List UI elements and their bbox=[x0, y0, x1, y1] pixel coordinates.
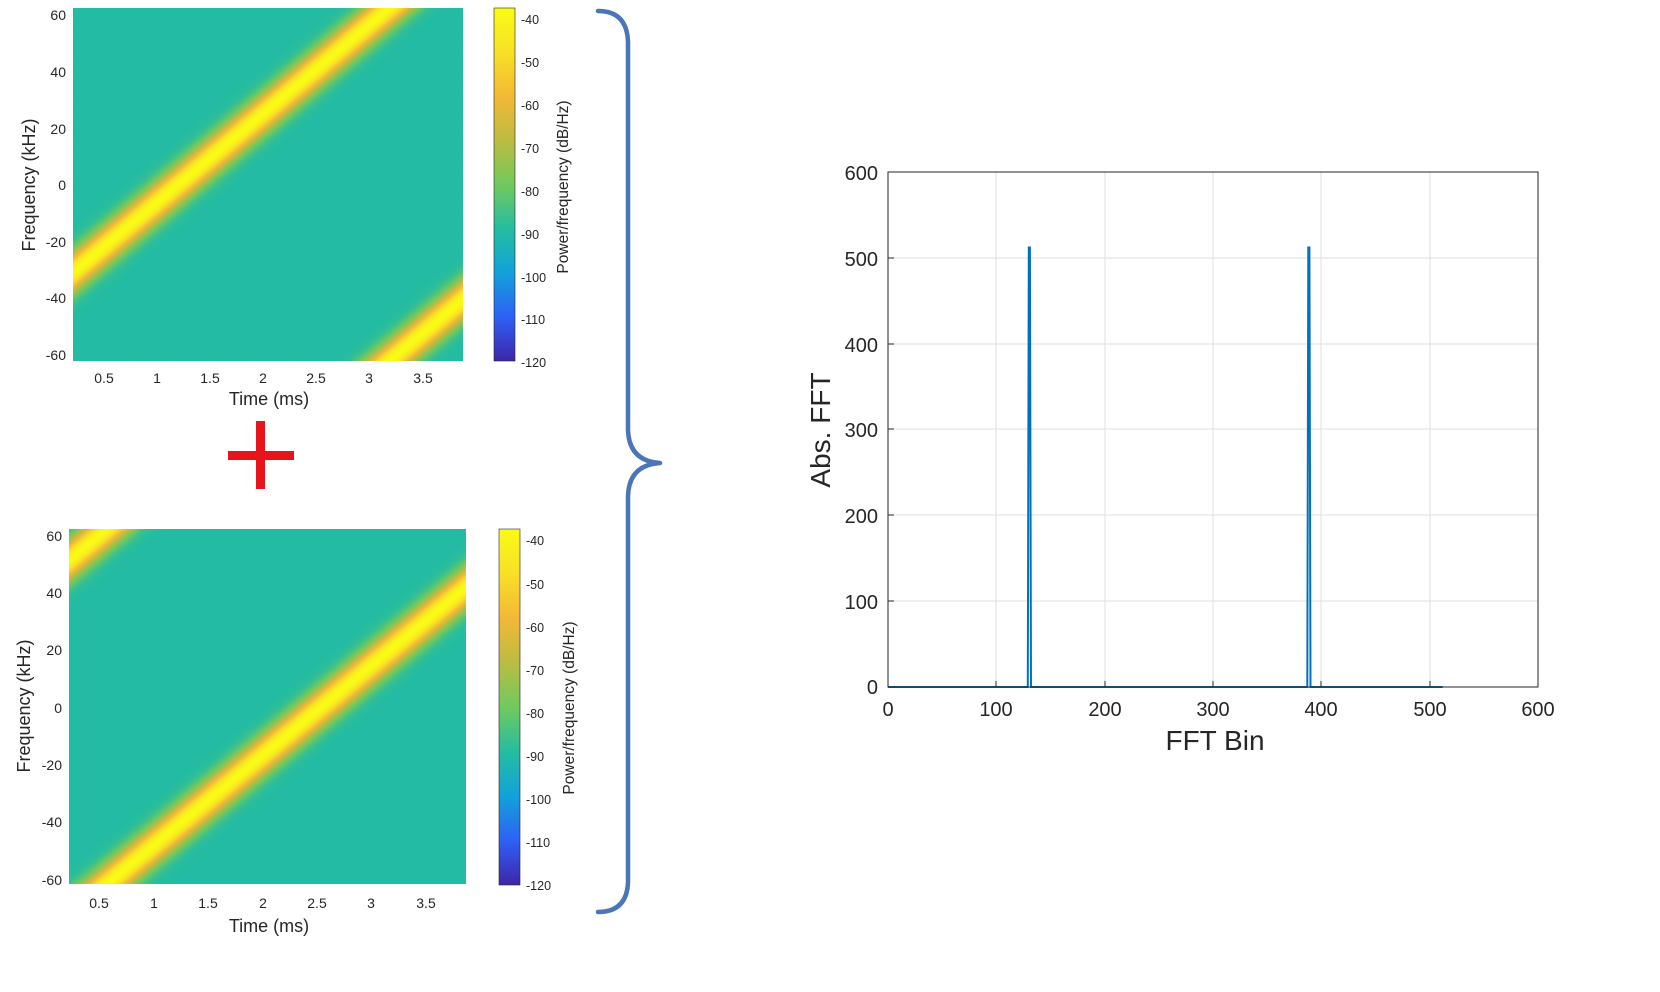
spectrogram-top-colorbar-ticks: -40 -50 -60 -70 -80 -90 -100 -110 -120 bbox=[521, 13, 546, 370]
x-tick-label: 1 bbox=[150, 895, 158, 911]
x-tick-label: 0.5 bbox=[89, 895, 109, 911]
x-tick-label: 600 bbox=[1521, 699, 1554, 721]
y-tick-label: 0 bbox=[58, 177, 66, 193]
spectrogram-bottom: 60 40 20 0 -20 -40 -60 0.5 1 1.5 2 2.5 3… bbox=[14, 528, 578, 936]
fft-x-ticks: 0 100 200 300 400 500 600 bbox=[882, 699, 1554, 721]
x-tick-label: 3 bbox=[367, 895, 375, 911]
colorbar-tick-label: -120 bbox=[526, 879, 551, 893]
x-tick-label: 3 bbox=[365, 370, 373, 386]
spectrogram-top-x-label: Time (ms) bbox=[229, 389, 309, 409]
spectrogram-bottom-colorbar-ticks: -40 -50 -60 -70 -80 -90 -100 -110 -120 bbox=[526, 534, 551, 893]
colorbar-tick-label: -40 bbox=[526, 534, 544, 548]
x-tick-label: 3.5 bbox=[416, 895, 436, 911]
x-tick-label: 0 bbox=[882, 699, 893, 721]
y-tick-label: 60 bbox=[46, 528, 62, 544]
x-tick-label: 2 bbox=[259, 895, 267, 911]
spectrogram-bottom-image-holder bbox=[69, 529, 466, 884]
y-tick-label: -40 bbox=[42, 814, 62, 830]
x-tick-label: 2 bbox=[259, 370, 267, 386]
spectrogram-top-colorbar bbox=[493, 7, 516, 362]
x-tick-label: 3.5 bbox=[413, 370, 433, 386]
colorbar-tick-label: -90 bbox=[526, 750, 544, 764]
y-tick-label: -20 bbox=[46, 234, 66, 250]
spectrogram-top-x-ticks: 0.5 1 1.5 2 2.5 3 3.5 bbox=[94, 370, 433, 386]
y-tick-label: -60 bbox=[46, 347, 66, 363]
spectrogram-top: 60 40 20 0 -20 -40 -60 0.5 1 1.5 2 2.5 3… bbox=[19, 7, 572, 409]
y-tick-label: 400 bbox=[845, 335, 878, 357]
fft-y-label: Abs. FFT bbox=[805, 372, 836, 487]
colorbar-tick-label: -120 bbox=[521, 356, 546, 370]
x-tick-label: 100 bbox=[979, 699, 1012, 721]
colorbar-tick-label: -60 bbox=[521, 99, 539, 113]
colorbar-tick-label: -100 bbox=[521, 271, 546, 285]
spectrogram-bottom-x-ticks: 0.5 1 1.5 2 2.5 3 3.5 bbox=[89, 895, 436, 911]
y-tick-label: 40 bbox=[46, 585, 62, 601]
x-tick-label: 400 bbox=[1304, 699, 1337, 721]
colorbar-tick-label: -110 bbox=[521, 313, 545, 327]
x-tick-label: 2.5 bbox=[306, 370, 326, 386]
y-tick-label: 600 bbox=[845, 163, 878, 185]
fft-plot: 600 500 400 300 200 100 0 0 100 200 300 … bbox=[805, 163, 1555, 756]
colorbar-tick-label: -80 bbox=[526, 707, 544, 721]
x-tick-label: 200 bbox=[1088, 699, 1121, 721]
y-tick-label: 500 bbox=[845, 249, 878, 271]
colorbar-tick-label: -90 bbox=[521, 228, 539, 242]
fft-tick-marks bbox=[888, 257, 1431, 687]
spectrogram-bottom-x-label: Time (ms) bbox=[229, 916, 309, 936]
colorbar-tick-label: -80 bbox=[521, 185, 539, 199]
colorbar-tick-label: -50 bbox=[526, 578, 544, 592]
spectrogram-bottom-y-label: Frequency (kHz) bbox=[14, 639, 34, 772]
spectrogram-bottom-image bbox=[69, 529, 466, 884]
y-tick-label: 20 bbox=[50, 121, 66, 137]
y-tick-label: 20 bbox=[46, 642, 62, 658]
colorbar-tick-label: -70 bbox=[526, 664, 544, 678]
colorbar-tick-label: -50 bbox=[521, 56, 539, 70]
colorbar-tick-label: -100 bbox=[526, 793, 551, 807]
y-tick-label: 300 bbox=[845, 420, 878, 442]
plus-sign bbox=[228, 421, 294, 489]
spectrogram-bottom-colorbar bbox=[498, 528, 521, 886]
spectrogram-top-image-holder bbox=[73, 8, 463, 361]
colorbar-tick-label: -60 bbox=[526, 621, 544, 635]
x-tick-label: 1.5 bbox=[200, 370, 220, 386]
spectrogram-top-image bbox=[73, 8, 463, 361]
x-tick-label: 1 bbox=[153, 370, 161, 386]
x-tick-label: 500 bbox=[1413, 699, 1446, 721]
y-tick-label: 0 bbox=[867, 677, 878, 699]
y-tick-label: 100 bbox=[845, 592, 878, 614]
y-tick-label: -40 bbox=[46, 290, 66, 306]
spectrogram-bottom-y-ticks: 60 40 20 0 -20 -40 -60 bbox=[42, 528, 62, 888]
colorbar-tick-label: -70 bbox=[521, 142, 539, 156]
x-tick-label: 2.5 bbox=[307, 895, 327, 911]
colorbar-tick-label: -40 bbox=[521, 13, 539, 27]
y-tick-label: 0 bbox=[54, 700, 62, 716]
spectrogram-top-y-label: Frequency (kHz) bbox=[19, 118, 39, 251]
fft-grid bbox=[888, 172, 1538, 687]
colorbar-tick-label: -110 bbox=[526, 836, 550, 850]
y-tick-label: 40 bbox=[50, 64, 66, 80]
spectrogram-top-colorbar-label: Power/frequency (dB/Hz) bbox=[555, 100, 572, 273]
x-tick-label: 300 bbox=[1196, 699, 1229, 721]
curly-brace bbox=[595, 8, 663, 915]
plus-sign-vertical-bar bbox=[256, 421, 265, 489]
y-tick-label: 60 bbox=[50, 7, 66, 23]
spectrogram-top-y-ticks: 60 40 20 0 -20 -40 -60 bbox=[46, 7, 66, 363]
fft-y-ticks: 600 500 400 300 200 100 0 bbox=[845, 163, 878, 699]
y-tick-label: -60 bbox=[42, 872, 62, 888]
x-tick-label: 0.5 bbox=[94, 370, 114, 386]
y-tick-label: 200 bbox=[845, 506, 878, 528]
x-tick-label: 1.5 bbox=[198, 895, 218, 911]
y-tick-label: -20 bbox=[42, 757, 62, 773]
fft-x-label: FFT Bin bbox=[1165, 725, 1264, 756]
spectrogram-bottom-colorbar-label: Power/frequency (dB/Hz) bbox=[561, 621, 578, 794]
